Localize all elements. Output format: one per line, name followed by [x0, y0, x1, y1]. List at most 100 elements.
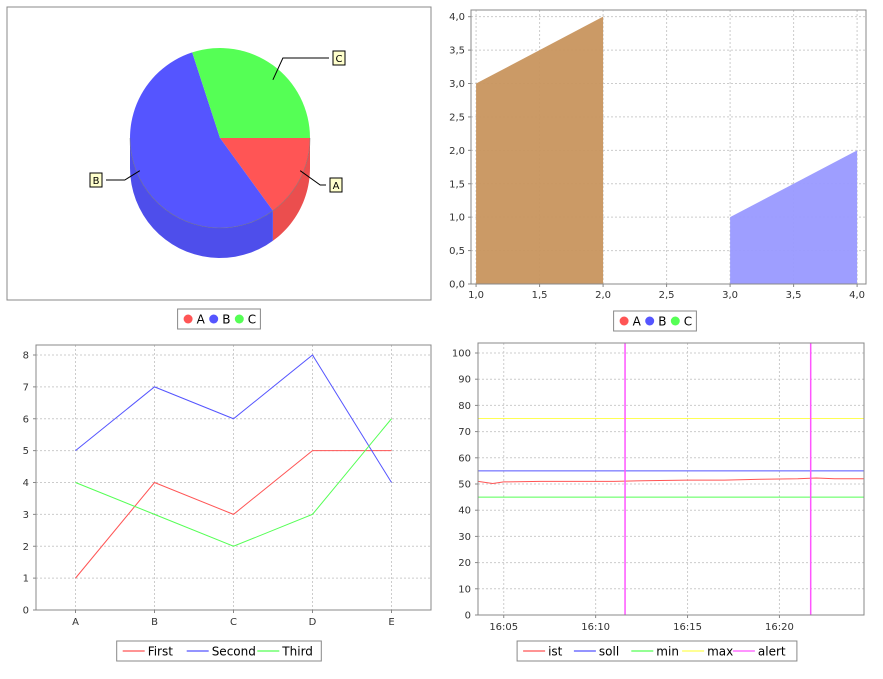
cat-series — [75, 354, 392, 579]
pie-legend-marker-b — [209, 314, 219, 324]
cat-ytick-label-3: 3 — [23, 510, 29, 521]
pie-legend-marker-a — [183, 314, 193, 324]
pie-legend-label-a: A — [197, 313, 206, 327]
ts-xtick-label-0: 16:05 — [489, 622, 518, 633]
cat-xtick-label-c: C — [230, 617, 237, 628]
area-ytick-label-5: 2,5 — [449, 112, 465, 123]
ts-gridlines — [478, 343, 864, 616]
ts-ytick-label-4: 40 — [458, 506, 471, 517]
area-ytick-label-1: 0,5 — [449, 246, 465, 257]
cat-ytick-label-1: 1 — [23, 574, 29, 585]
ts-ytick-label-0: 0 — [465, 611, 471, 622]
cat-tick-labels: A B C D E 0 1 2 3 4 5 6 7 8 — [23, 351, 395, 629]
ts-legend-label-min: min — [656, 645, 679, 659]
area-plot-frame — [470, 9, 867, 285]
cat-xtick-label-e: E — [388, 617, 394, 628]
ts-legend-box — [516, 640, 798, 662]
cat-legend-label-second: Second — [212, 645, 256, 659]
pie-label-box-b — [89, 172, 103, 188]
ts-ytick-label-8: 80 — [458, 401, 471, 412]
cat-xtick-label-a: A — [72, 617, 79, 628]
pie-legend-label-b: B — [222, 313, 230, 327]
area-xtick-label-1: 1,5 — [532, 290, 548, 301]
ts-xtick-label-3: 16:20 — [765, 622, 794, 633]
pie-labels: A B C — [89, 50, 346, 193]
area-xtick-label-0: 1,0 — [468, 290, 484, 301]
pie-label-box-a — [329, 177, 343, 193]
area-chart-panel: 1,0 1,5 2,0 2,5 3,0 3,5 4,0 0,0 0,5 1,0 1,5 2,0 2,5 3… — [449, 9, 867, 332]
pie-label-b: B — [93, 176, 100, 187]
ts-legend-label-soll: soll — [599, 645, 619, 659]
area-ytick-label-7: 3,5 — [449, 46, 465, 57]
pie-legend-box — [177, 308, 261, 330]
pie-chart-panel: A B C A B C — [6, 6, 432, 330]
ts-legend-label-ist: ist — [548, 645, 563, 659]
cat-ytick-label-5: 5 — [23, 446, 29, 457]
area-legend-label-b: B — [658, 315, 666, 329]
ts-ytick-label-1: 10 — [458, 584, 471, 595]
area-legend-box — [613, 310, 697, 332]
ts-tick-labels: 16:05 16:10 16:15 16:20 0 10 20 30 40 50 60 70 80 90 1… — [452, 349, 794, 634]
ts-series — [477, 343, 864, 615]
area-legend-label-a: A — [633, 315, 642, 329]
cat-legend-label-third: Third — [281, 645, 313, 659]
area-legend-marker-c — [670, 316, 680, 326]
area-ytick-label-6: 3,0 — [449, 79, 465, 90]
cat-ytick-label-0: 0 — [23, 606, 29, 617]
pie-leader-a — [299, 170, 326, 186]
area-ytick-label-2: 1,0 — [449, 213, 465, 224]
pie-leader-c — [272, 57, 329, 81]
cat-ytick-label-2: 2 — [23, 542, 29, 553]
pie-legend-label-c: C — [248, 313, 256, 327]
ts-ytick-label-10: 100 — [452, 349, 471, 360]
time-series-chart-panel: 16:05 16:10 16:15 16:20 0 10 20 30 40 50 60 70 80 90 1… — [452, 342, 865, 662]
ts-legend-label-max: max — [707, 645, 733, 659]
cat-gridlines — [36, 345, 431, 611]
area-legend-marker-a — [619, 316, 629, 326]
cat-legend: First Second Third — [116, 640, 322, 662]
pie-legend: A B C — [177, 308, 261, 330]
cat-legend-box — [116, 640, 322, 662]
ts-legend: ist soll min max alert — [516, 640, 798, 662]
pie-slice-a — [220, 138, 310, 211]
cat-series-third — [75, 418, 392, 547]
area-xtick-label-5: 3,5 — [786, 290, 802, 301]
cat-ytick-label-8: 8 — [23, 351, 29, 362]
pie-side-a — [272, 138, 310, 241]
cat-legend-label-first: First — [148, 645, 174, 659]
cat-ytick-label-7: 7 — [23, 382, 29, 393]
pie-rim-line — [129, 137, 311, 229]
area-ytick-label-0: 0,0 — [449, 280, 465, 291]
pie-legend-marker-c — [234, 314, 244, 324]
cat-series-first — [75, 450, 392, 579]
area-legend-marker-b — [645, 316, 655, 326]
cat-ytick-label-4: 4 — [23, 478, 29, 489]
ts-series-ist — [477, 477, 864, 484]
area-series-a — [476, 16, 604, 285]
pie-slice-b — [130, 52, 273, 228]
cat-ytick-label-6: 6 — [23, 414, 29, 425]
area-ytick-label-4: 2,0 — [449, 146, 465, 157]
area-xtick-label-4: 3,0 — [722, 290, 738, 301]
area-ytick-label-3: 1,5 — [449, 179, 465, 190]
pie-label-a: A — [333, 181, 340, 192]
pie-slices — [129, 47, 311, 258]
pie-label-box-c — [332, 50, 346, 66]
ts-ytick-label-3: 30 — [458, 532, 471, 543]
area-xtick-label-3: 2,5 — [659, 290, 675, 301]
ts-legend-label-alert: alert — [758, 645, 786, 659]
pie-slice-c — [192, 47, 310, 138]
area-legend-label-c: C — [684, 315, 692, 329]
area-legend: A B C — [613, 310, 697, 332]
pie-leader-b — [106, 170, 141, 181]
ts-ytick-label-9: 90 — [458, 375, 471, 386]
ts-ytick-label-7: 70 — [458, 427, 471, 438]
cat-series-second — [75, 354, 392, 483]
pie-side-b — [130, 138, 273, 258]
ts-xtick-label-2: 16:15 — [673, 622, 702, 633]
cat-xtick-label-d: D — [309, 617, 317, 628]
area-xtick-label-2: 2,0 — [595, 290, 611, 301]
area-ytick-label-8: 4,0 — [449, 12, 465, 23]
area-tick-labels: 1,0 1,5 2,0 2,5 3,0 3,5 4,0 0,0 0,5 1,0 1,5 2,0 2,5 3… — [449, 12, 865, 301]
